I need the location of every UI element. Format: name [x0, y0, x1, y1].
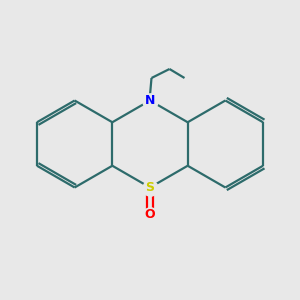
Text: N: N: [145, 94, 155, 107]
Text: S: S: [146, 181, 154, 194]
Text: O: O: [145, 208, 155, 221]
